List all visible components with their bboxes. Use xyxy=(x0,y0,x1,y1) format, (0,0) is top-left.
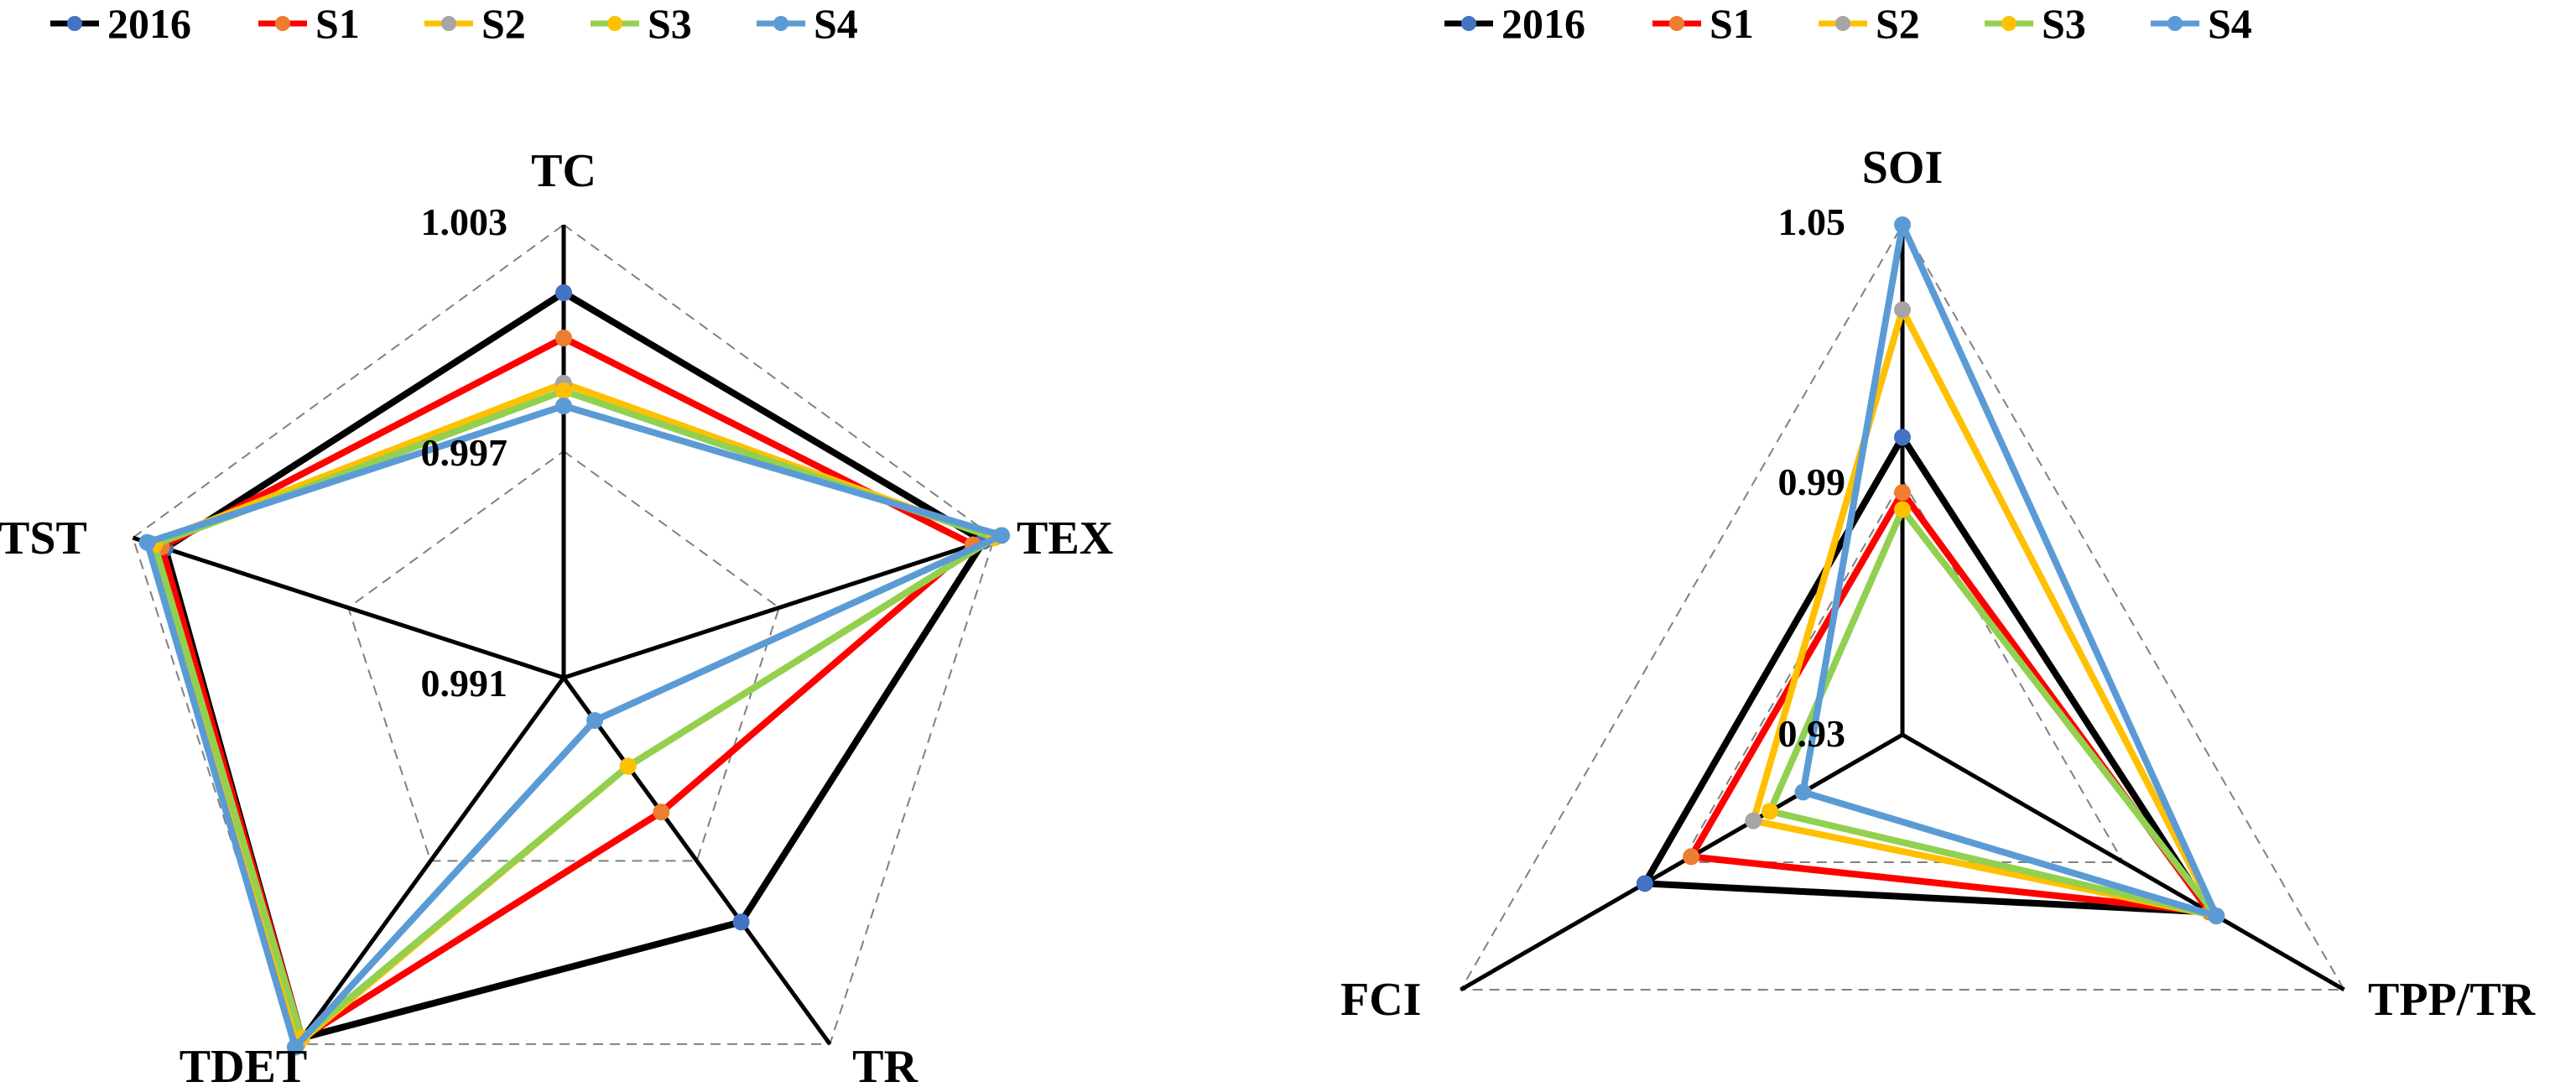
series-line-s4 xyxy=(143,403,1006,1051)
series-line-s3 xyxy=(1767,506,2220,920)
legend-marker-s1 xyxy=(1669,16,1684,31)
grid-left xyxy=(132,223,996,1045)
grid-ring-2 xyxy=(1679,478,2126,863)
legend-item-s1: S1 xyxy=(1652,0,1754,47)
series-line-s4 xyxy=(1799,221,2220,920)
point-s3-soi xyxy=(1894,501,1911,518)
axes-right xyxy=(1460,225,2345,992)
legend-item-s2: S2 xyxy=(1819,0,1920,47)
axis-label-soi: SOI xyxy=(1862,142,1944,194)
tick-label-0-997: 0.997 xyxy=(421,431,508,474)
point-s2-fci xyxy=(1745,812,1762,830)
point-s1-fci xyxy=(1683,848,1700,866)
point-s2-soi xyxy=(1894,301,1911,319)
series-left xyxy=(138,284,1011,1056)
series-right xyxy=(1636,216,2225,925)
point-2016-soi xyxy=(1894,429,1911,446)
legend-marker-s4 xyxy=(773,16,788,31)
point-s4-tpp-tr xyxy=(2208,908,2225,925)
legend-item-s2: S2 xyxy=(424,0,526,47)
legend-label-s2: S2 xyxy=(1876,0,1920,47)
axis-label-tdet: TDET xyxy=(180,1041,308,1087)
legend-item-s3: S3 xyxy=(1985,0,2086,47)
legend-marker-s3 xyxy=(607,16,622,31)
legend-item-s1: S1 xyxy=(258,0,360,47)
legend-marker-s2 xyxy=(1835,16,1850,31)
series-line-2016 xyxy=(161,289,987,1042)
point-s4-tc xyxy=(555,398,572,414)
series-line-s1 xyxy=(158,335,976,1042)
legend-right: 2016 S1 S2 S3 S4 xyxy=(1444,0,2252,47)
axis-label-tc: TC xyxy=(531,145,596,197)
legend-left: 2016 S1 S2 S3 S4 xyxy=(50,0,858,47)
axes-left xyxy=(132,225,996,1046)
radar-chart-left: 2016 S1 S2 S3 S4 TC TEX TR TDET TST 1.003 0.997 0.9… xyxy=(0,0,1113,1087)
tick-label-1-003: 1.003 xyxy=(421,200,508,243)
point-s4-fci xyxy=(1794,783,1812,801)
point-s3-tr xyxy=(619,757,637,775)
axis-labels-right: SOI TPP/TR FCI 1.05 0.99 0.93 xyxy=(1340,142,2536,1026)
point-2016-tc xyxy=(555,284,572,301)
legend-item-2016: 2016 xyxy=(1444,0,1585,47)
point-2016-fci xyxy=(1636,875,1653,892)
point-2016-tr xyxy=(732,913,750,931)
series-s4 xyxy=(138,398,1011,1056)
grid-ring-1 xyxy=(132,223,996,1045)
point-s4-soi xyxy=(1894,216,1911,233)
legend-marker-s2 xyxy=(441,16,456,31)
axis-label-tst: TST xyxy=(0,512,87,564)
legend-item-s3: S3 xyxy=(591,0,692,47)
tick-label-0-991: 0.991 xyxy=(421,662,508,705)
point-s4-tdet xyxy=(286,1038,304,1056)
legend-marker-s3 xyxy=(2001,16,2017,31)
axis-spoke-tex xyxy=(563,535,996,680)
point-s1-tr xyxy=(653,804,670,821)
point-s4-tex xyxy=(993,527,1011,544)
legend-item-s4: S4 xyxy=(757,0,858,47)
legend-item-2016: 2016 xyxy=(50,0,191,47)
point-s1-soi xyxy=(1894,484,1911,502)
axis-labels-left: TC TEX TR TDET TST 1.003 0.997 0.991 xyxy=(0,145,1113,1087)
axis-spoke-tr xyxy=(561,676,832,1046)
point-s3-fci xyxy=(1762,803,1779,820)
legend-label-s4: S4 xyxy=(2208,0,2252,47)
axis-spoke-fci xyxy=(1460,732,1904,992)
legend-label-2016: 2016 xyxy=(107,0,191,47)
tick-label-1-05: 1.05 xyxy=(1778,200,1846,243)
axis-label-tex: TEX xyxy=(1017,512,1113,564)
legend-label-s3: S3 xyxy=(648,0,692,47)
series-line-2016 xyxy=(1641,434,2214,916)
grid-ring-1 xyxy=(1459,223,2346,991)
axis-spoke-tpp-tr xyxy=(1901,732,2345,992)
legend-label-s1: S1 xyxy=(1710,0,1754,47)
grid-ring-2 xyxy=(347,450,780,862)
tick-label-0-93: 0.93 xyxy=(1778,712,1846,755)
axis-spoke-tdet xyxy=(295,676,566,1046)
point-s4-tr xyxy=(586,711,604,729)
point-s3-tc xyxy=(555,382,572,399)
point-s4-tst xyxy=(138,533,156,551)
axis-label-fci: FCI xyxy=(1340,974,1421,1026)
series-line-s2 xyxy=(1750,306,2220,920)
legend-label-2016: 2016 xyxy=(1501,0,1585,47)
legend-label-s2: S2 xyxy=(481,0,526,47)
legend-marker-2016 xyxy=(67,16,82,31)
axis-label-tpp-tr: TPP/TR xyxy=(2368,974,2536,1026)
axis-label-tr: TR xyxy=(852,1041,918,1087)
radar-chart-right: 2016 S1 S2 S3 S4 SOI TPP/TR FCI 1.05 0.99 0.93 xyxy=(1340,0,2536,1026)
tick-label-0-99: 0.99 xyxy=(1778,460,1846,503)
legend-label-s3: S3 xyxy=(2042,0,2086,47)
legend-marker-s1 xyxy=(275,16,290,31)
legend-label-s1: S1 xyxy=(315,0,360,47)
legend-item-s4: S4 xyxy=(2151,0,2252,47)
legend-label-s4: S4 xyxy=(814,0,858,47)
point-s1-tc xyxy=(555,330,572,346)
grid-right xyxy=(1459,223,2346,991)
legend-marker-2016 xyxy=(1461,16,1476,31)
legend-marker-s4 xyxy=(2167,16,2183,31)
axis-spoke-tst xyxy=(132,535,565,680)
series-line-s1 xyxy=(1688,489,2214,916)
series-s4 xyxy=(1794,216,2225,925)
